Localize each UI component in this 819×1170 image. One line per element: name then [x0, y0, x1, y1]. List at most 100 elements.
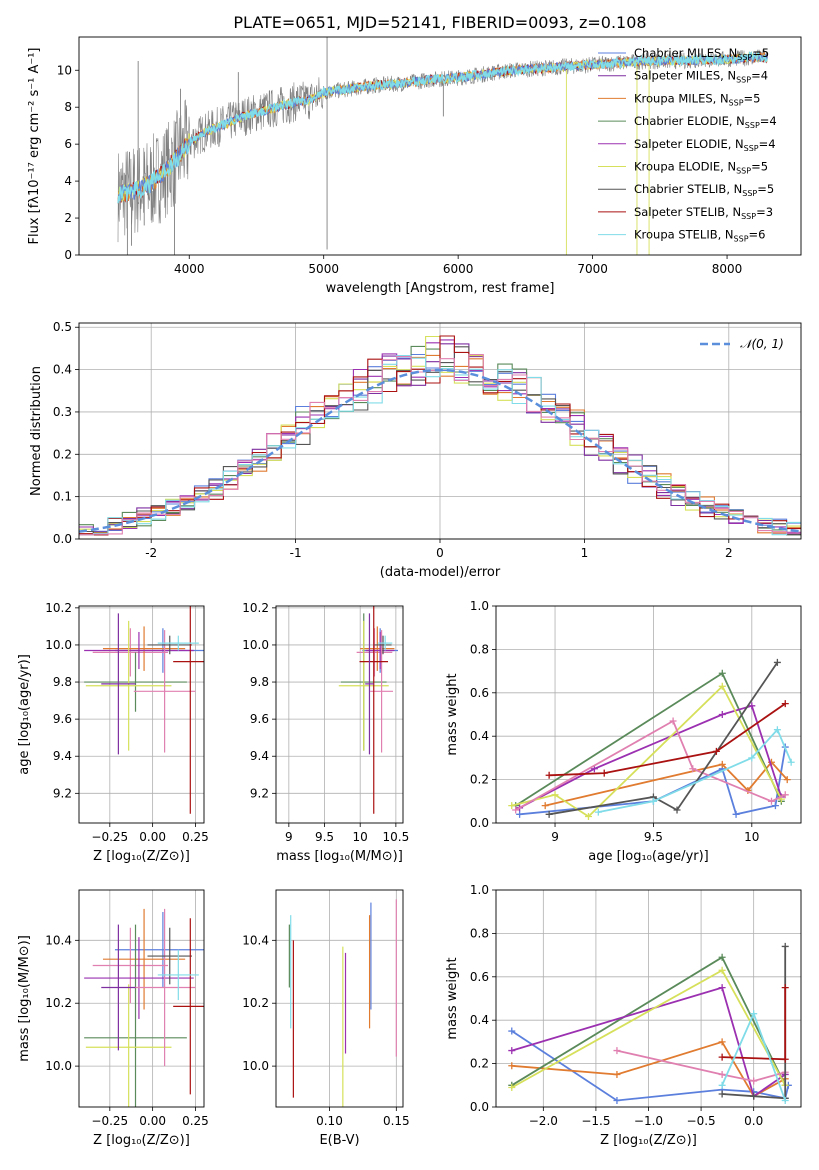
age_vs_mass-x-tick-label: 10.5 [383, 830, 410, 844]
age_vs_Z-y-tick-label: 10.0 [45, 638, 72, 652]
age_vs_mass-axes: 9 9.5 10 10.5 9.2 9.4 9.6 9.8 10.0 10.2 mass [log₁… [242, 601, 410, 864]
weight_vs_age-series-chabrier-stelib-line [548, 661, 779, 816]
weight_vs_Z-series-3-point-1 [718, 984, 726, 992]
legend-label-kroupa-stelib: Kroupa STELIB, NSSP=6 [634, 228, 765, 244]
residuals-legend: 𝒩(0, 1) [700, 337, 784, 351]
weight_vs_Z-series-salpeter-elodie-line [511, 986, 786, 1098]
legend-label-tail: =6 [749, 228, 766, 242]
weight_vs_Z-x-tick-label: −1.5 [581, 1114, 610, 1128]
weight_vs_age-x-tick-label: 9.5 [644, 830, 663, 844]
weight_vs_age-series-5-point-3 [767, 797, 775, 805]
spectrum-x-tick-label: 6000 [443, 262, 474, 276]
age_vs_Z-y-tick-label: 9.6 [53, 712, 72, 726]
weight_vs_Z-y-tick-label: 0.0 [470, 1100, 489, 1114]
age_vs_Z-x-tick-label: 0.25 [182, 830, 209, 844]
weight_vs_age-series-chabrier-miles-line [519, 746, 787, 816]
residuals-x-tick-label: 2 [725, 546, 733, 560]
weight_vs_age-series-8-point-1 [649, 797, 657, 805]
spectrum-y-tick-label: 6 [64, 137, 72, 151]
legend-label-text: Chabrier MILES, N [634, 46, 737, 60]
weight_vs_age-series-3-point-2 [718, 711, 726, 718]
mass_vs_ebv-plot-area [288, 899, 397, 1107]
weight_vs_Z-series-2-point-1 [718, 953, 726, 961]
legend-label-sub: SSP [741, 212, 756, 221]
weight_vs_Z-series-4-point-1 [718, 966, 726, 974]
weight_vs_Z-y-tick-label: 0.4 [470, 1013, 489, 1027]
spectrum-y-tick-label: 2 [64, 211, 72, 225]
weight_vs_age-series-4-point-3 [718, 682, 726, 690]
weight_vs_Z-series-6-point-0 [718, 1090, 726, 1098]
age_vs_mass-y-tick-label: 10.0 [242, 638, 269, 652]
mass_vs_Z-y-tick-label: 10.4 [45, 933, 72, 947]
residuals-y-axis-label: Normed distribution [29, 366, 44, 496]
legend-label-sub: SSP [744, 144, 759, 153]
weight_vs_age-y-axis-label: mass weight [445, 673, 460, 755]
legend-label-text: Kroupa STELIB, N [634, 228, 734, 242]
age_vs_Z-plot-area [84, 606, 204, 814]
legend-label-sub: SSP [737, 53, 752, 62]
age_vs_mass-y-tick-label: 9.8 [250, 675, 269, 689]
weight_vs_Z-frame [495, 889, 802, 1108]
weight_vs_Z-series-5-point-2 [750, 1077, 758, 1085]
weight_vs_age-series-5-point-2 [689, 765, 697, 773]
mass_vs_ebv-y-tick-label: 10.0 [242, 1059, 269, 1073]
legend-label-tail: =5 [751, 160, 768, 174]
weight_vs_Z-x-tick-label: −1.0 [634, 1114, 663, 1128]
legend-label-normal: 𝒩(0, 1) [740, 337, 784, 351]
weight_vs_Z-y-tick-label: 0.8 [470, 926, 489, 940]
weight_vs_Z-y-tick-label: 0.6 [470, 970, 489, 984]
weight_vs_age-plot-area [508, 658, 795, 820]
age_vs_mass-y-tick-label: 9.4 [250, 749, 269, 763]
age_vs_mass-y-tick-label: 10.2 [242, 601, 269, 615]
mass_vs_Z-y-tick-label: 10.2 [45, 996, 72, 1010]
weight_vs_age-series-2-point-1 [718, 669, 726, 677]
age_vs_mass-y-tick-label: 9.2 [250, 786, 269, 800]
weight_vs_Z-series-5-point-0 [613, 1047, 621, 1055]
residuals-axes: -2 -1 0 1 2 0.0 0.1 0.2 0.3 0.4 0.5 (data-model)/er… [29, 320, 802, 580]
weight_vs_age-series-kroupa-elodie-line [511, 684, 783, 818]
legend-label-tail: =4 [759, 137, 776, 151]
weight_vs_age-y-tick-label: 0.6 [470, 686, 489, 700]
legend-label-text: Kroupa MILES, N [634, 91, 729, 105]
legend-label-text: Salpeter STELIB, N [634, 205, 741, 219]
age_vs_mass-x-tick-label: 9 [285, 830, 293, 844]
weight_vs_age-series-0-point-3 [732, 810, 740, 818]
weight_vs_Z-y-tick-label: 0.2 [470, 1057, 489, 1071]
weight_vs_Z-x-tick-label: −0.5 [687, 1114, 716, 1128]
legend-label-tail: =4 [751, 69, 768, 83]
legend-label-sub: SSP [729, 98, 744, 107]
weight_vs_age-series-5-point-0 [512, 806, 520, 814]
weight_vs_Z-series-3-point-0 [508, 1047, 516, 1055]
weight_vs_age-series-8-point-4 [787, 758, 795, 766]
weight_vs_age-series-7-point-0 [545, 771, 553, 779]
legend-label-sub: SSP [736, 167, 751, 176]
legend-label-sub: SSP [742, 189, 757, 198]
residuals-x-tick-label: -1 [290, 546, 302, 560]
weight_vs_age-series-4-point-0 [508, 802, 516, 810]
legend-label-tail: =3 [756, 205, 773, 219]
weight_vs_age-series-3-point-3 [748, 702, 756, 710]
mass_vs_ebv-axes: 0.10 0.15 10.0 10.2 10.4 E(B-V) [242, 889, 410, 1148]
weight_vs_age-series-4-point-2 [584, 812, 592, 820]
legend-label-sub: SSP [745, 121, 760, 130]
model-fit-kroupa-stelib-line [117, 50, 769, 204]
weight_vs_age-series-5-point-1 [669, 717, 677, 725]
weight_vs_age-x-tick-label: 9 [551, 830, 559, 844]
legend-label-sub: SSP [736, 76, 751, 85]
mass_vs_ebv-frame [275, 889, 404, 1108]
weight_vs_Z-series-8-point-0 [718, 1081, 726, 1089]
spectrum-y-tick-label: 10 [57, 63, 72, 77]
weight_vs_age-series-kroupa-miles-line [544, 760, 788, 807]
spectrum-axes: 4000 5000 6000 7000 8000 0 2 4 6 8 10 wavelength [A… [27, 36, 802, 296]
spectrum-y-tick-label: 8 [64, 100, 72, 114]
weight_vs_age-series-1-point-4 [783, 776, 791, 784]
legend-label-salpeter-elodie: Salpeter ELODIE, NSSP=4 [634, 137, 776, 153]
mass_vs_Z-x-axis-label: Z [log₁₀(Z/Z⊙)] [93, 1133, 190, 1148]
weight_vs_Z-series-0-point-1 [613, 1096, 621, 1104]
spectrum-plot-area [117, 37, 769, 255]
legend-label-chabrier-elodie: Chabrier ELODIE, NSSP=4 [634, 114, 777, 130]
weight_vs_Z-y-tick-label: 1.0 [470, 883, 489, 897]
weight_vs_age-y-tick-label: 0.8 [470, 642, 489, 656]
weight_vs_age-series-0-point-0 [516, 810, 524, 818]
